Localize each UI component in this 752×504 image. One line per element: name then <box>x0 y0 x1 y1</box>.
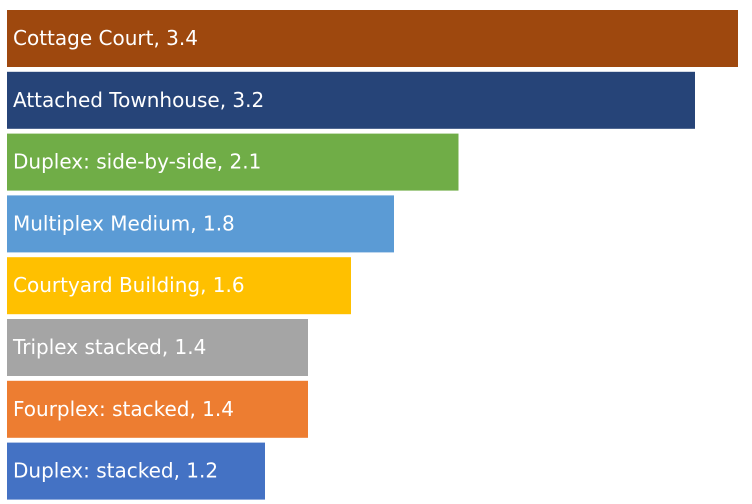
bar <box>7 133 459 191</box>
bar <box>7 319 308 376</box>
bar-label: Attached Townhouse, 3.2 <box>13 88 264 112</box>
bar-label: Fourplex: stacked, 1.4 <box>13 397 234 421</box>
bar-label: Duplex: stacked, 1.2 <box>13 459 218 483</box>
bar <box>7 195 394 253</box>
bar-label: Duplex: side-by-side, 2.1 <box>13 150 261 174</box>
bar <box>7 442 265 500</box>
bar <box>7 71 695 129</box>
bar-label: Multiplex Medium, 1.8 <box>13 211 235 235</box>
bar <box>7 380 308 438</box>
bar-label: Courtyard Building, 1.6 <box>13 273 245 297</box>
bar-label: Cottage Court, 3.4 <box>13 26 198 50</box>
bar <box>7 257 351 315</box>
bar <box>7 10 738 67</box>
bar-label: Triplex stacked, 1.4 <box>12 335 206 359</box>
